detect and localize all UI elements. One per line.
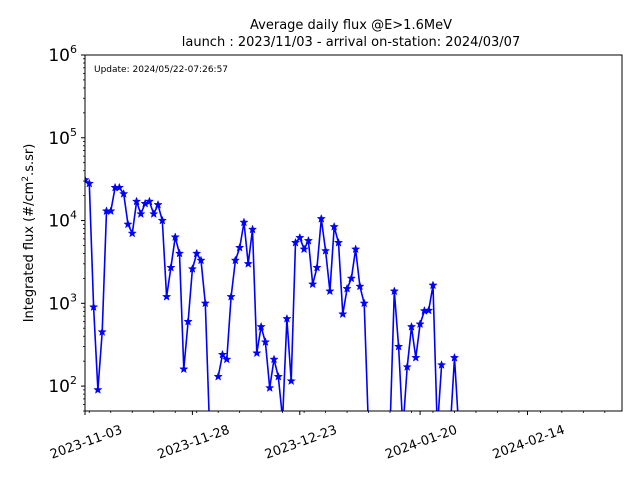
data-point	[406, 321, 417, 331]
data-point	[179, 364, 189, 374]
data-point	[436, 360, 447, 369]
y-axis: 102 103 104 105 106	[48, 43, 85, 412]
data-point	[320, 245, 331, 255]
data-point	[312, 262, 322, 272]
data-point	[424, 305, 434, 315]
data-point	[299, 244, 309, 254]
data-point	[230, 255, 241, 265]
data-point	[153, 199, 163, 209]
data-point	[106, 206, 116, 216]
data-point	[97, 327, 107, 336]
data-point	[213, 371, 223, 381]
data-point	[157, 215, 167, 225]
data-point	[355, 281, 365, 291]
data-point	[149, 209, 159, 218]
flux-series	[85, 174, 460, 411]
data-point	[338, 309, 348, 319]
data-point	[174, 248, 185, 258]
chart-subtitle: launch : 2023/11/03 - arrival on-station…	[182, 35, 520, 50]
x-tick-label: 2024-02-14	[491, 423, 567, 463]
data-point	[131, 196, 142, 206]
data-point	[144, 196, 155, 206]
series-line	[450, 357, 459, 411]
data-point	[247, 224, 258, 234]
y-axis-label-sup: 2	[21, 176, 31, 182]
data-point	[136, 209, 146, 218]
data-point	[325, 286, 335, 296]
data-point	[260, 337, 271, 347]
data-point	[308, 279, 318, 289]
data-point	[239, 217, 249, 227]
data-point	[389, 286, 399, 296]
data-point	[187, 264, 198, 273]
data-point	[217, 349, 228, 359]
x-tick-label: 2024-01-20	[383, 423, 459, 463]
x-tick-label: 2023-11-28	[156, 423, 232, 463]
data-point	[402, 362, 412, 371]
data-point	[234, 242, 245, 252]
data-point	[295, 232, 305, 242]
data-point	[449, 352, 460, 362]
data-point	[303, 235, 314, 245]
data-point	[85, 174, 90, 184]
y-tick-label: 105	[48, 126, 77, 149]
y-axis-label-post: .s.sr)	[22, 144, 37, 176]
data-point	[88, 302, 99, 312]
data-point	[290, 237, 301, 247]
data-point	[329, 221, 339, 231]
data-point	[286, 376, 296, 386]
data-point	[243, 258, 253, 268]
data-point	[359, 298, 369, 308]
data-point	[93, 384, 103, 394]
data-point	[118, 188, 129, 198]
y-tick-label: 103	[48, 291, 77, 314]
data-point	[123, 219, 133, 229]
data-point	[114, 182, 125, 192]
data-point	[196, 255, 206, 265]
data-point	[166, 262, 176, 272]
data-point	[200, 298, 210, 308]
y-tick-label: 104	[48, 209, 77, 232]
y-tick-label: 106	[48, 43, 77, 66]
x-tick-label: 2023-11-03	[48, 423, 124, 463]
data-point	[222, 354, 232, 364]
y-tick-label: 102	[48, 374, 77, 397]
plot-frame	[84, 54, 623, 412]
data-point	[127, 228, 137, 238]
data-point	[282, 313, 292, 323]
data-point	[411, 352, 421, 362]
data-point	[428, 280, 438, 290]
data-point	[316, 213, 326, 223]
y-axis-label: Integrated flux (#/cm2.s.sr)	[21, 144, 37, 323]
x-tick-label: 2023-12-23	[263, 423, 339, 463]
data-point	[183, 316, 193, 326]
data-point	[252, 348, 262, 358]
series-line	[217, 218, 443, 411]
data-point	[170, 232, 180, 242]
data-point	[346, 273, 357, 283]
data-point	[269, 354, 279, 364]
data-point	[333, 237, 344, 247]
data-point	[85, 178, 94, 188]
data-point	[192, 248, 202, 258]
data-point	[342, 283, 352, 293]
data-point	[415, 319, 425, 329]
data-point	[350, 244, 361, 254]
data-point	[265, 383, 275, 392]
data-point	[256, 321, 266, 331]
data-point	[226, 291, 236, 301]
data-point	[273, 371, 283, 381]
y-axis-label-pre: Integrated flux (#/cm	[22, 182, 37, 323]
data-point	[161, 291, 172, 301]
series-line	[85, 179, 210, 411]
data-point	[393, 341, 404, 351]
update-annotation: Update: 2024/05/22-07:26:57	[94, 65, 228, 75]
chart-title: Average daily flux @E>1.6MeV	[250, 18, 452, 33]
x-axis: 2023-11-03 2023-11-28 2023-12-23 2024-01-20…	[48, 411, 606, 463]
